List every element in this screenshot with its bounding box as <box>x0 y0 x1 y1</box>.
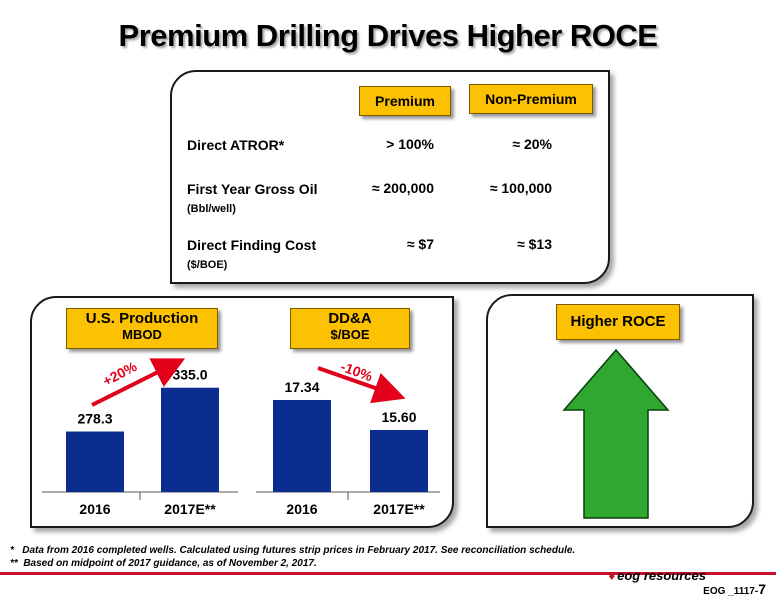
cell-oil-nonpremium: ≈ 100,000 <box>489 180 552 196</box>
row-label-atror: Direct ATROR* <box>187 137 285 153</box>
production-bar-1 <box>161 387 219 492</box>
dda-tag-title: DD&A <box>328 310 372 327</box>
production-category-label-0: 2016 <box>79 501 110 517</box>
production-tag-unit: MBOD <box>122 327 162 342</box>
dda-tag: DD&A $/BOE <box>290 308 410 349</box>
company-logo: ♦ eog resources <box>608 568 706 583</box>
page-code-text: EOG _1117- <box>703 586 759 597</box>
logo-text: eog resources <box>617 568 706 583</box>
row-label-finding-cost: Direct Finding Cost <box>187 237 317 253</box>
dda-tag-unit: $/BOE <box>330 327 370 342</box>
production-value-label-1: 335.0 <box>172 367 207 383</box>
non-premium-header: Non-Premium <box>469 84 593 114</box>
cell-atror-premium: > 100% <box>386 136 434 152</box>
non-premium-header-label: Non-Premium <box>485 91 577 107</box>
cell-oil-premium: ≈ 200,000 <box>371 180 434 196</box>
dda-category-label-0: 2016 <box>286 501 317 517</box>
dda-change-arrow <box>317 366 406 404</box>
dda-category-label-1: 2017E** <box>373 501 425 517</box>
dda-bar-0 <box>273 399 331 492</box>
dda-value-label-0: 17.34 <box>284 379 319 395</box>
production-tag: U.S. Production MBOD <box>66 308 218 349</box>
row-label-oil: First Year Gross Oil <box>187 181 318 197</box>
page-title: Premium Drilling Drives Higher ROCE <box>118 18 658 53</box>
flame-icon: ♦ <box>608 568 616 583</box>
premium-header-label: Premium <box>375 93 435 109</box>
row-sub-oil: (Bbl/well) <box>187 203 236 215</box>
premium-header: Premium <box>359 86 451 116</box>
footnote-1: * Data from 2016 completed wells. Calcul… <box>10 545 576 556</box>
production-tag-title: U.S. Production <box>85 310 199 327</box>
higher-roce-arrow-icon <box>562 348 670 519</box>
cell-finding-cost-premium: ≈ $7 <box>406 236 434 252</box>
dda-bar-1 <box>370 429 428 492</box>
production-value-label-0: 278.3 <box>77 411 112 427</box>
cell-atror-nonpremium: ≈ 20% <box>512 136 552 152</box>
roce-tag-label: Higher ROCE <box>570 313 666 330</box>
production-bar-0 <box>66 431 124 492</box>
row-sub-finding-cost: ($/BOE) <box>187 259 228 271</box>
production-change-arrow <box>91 358 186 407</box>
production-category-label-1: 2017E** <box>164 501 216 517</box>
dda-value-label-1: 15.60 <box>381 409 416 425</box>
roce-tag: Higher ROCE <box>556 304 680 340</box>
page-code: EOG _1117-7 <box>703 581 766 597</box>
footnote-2: ** Based on midpoint of 2017 guidance, a… <box>10 558 317 569</box>
page-number: 7 <box>758 581 766 597</box>
footer-rule <box>0 572 776 575</box>
cell-finding-cost-nonpremium: ≈ $13 <box>517 236 552 252</box>
